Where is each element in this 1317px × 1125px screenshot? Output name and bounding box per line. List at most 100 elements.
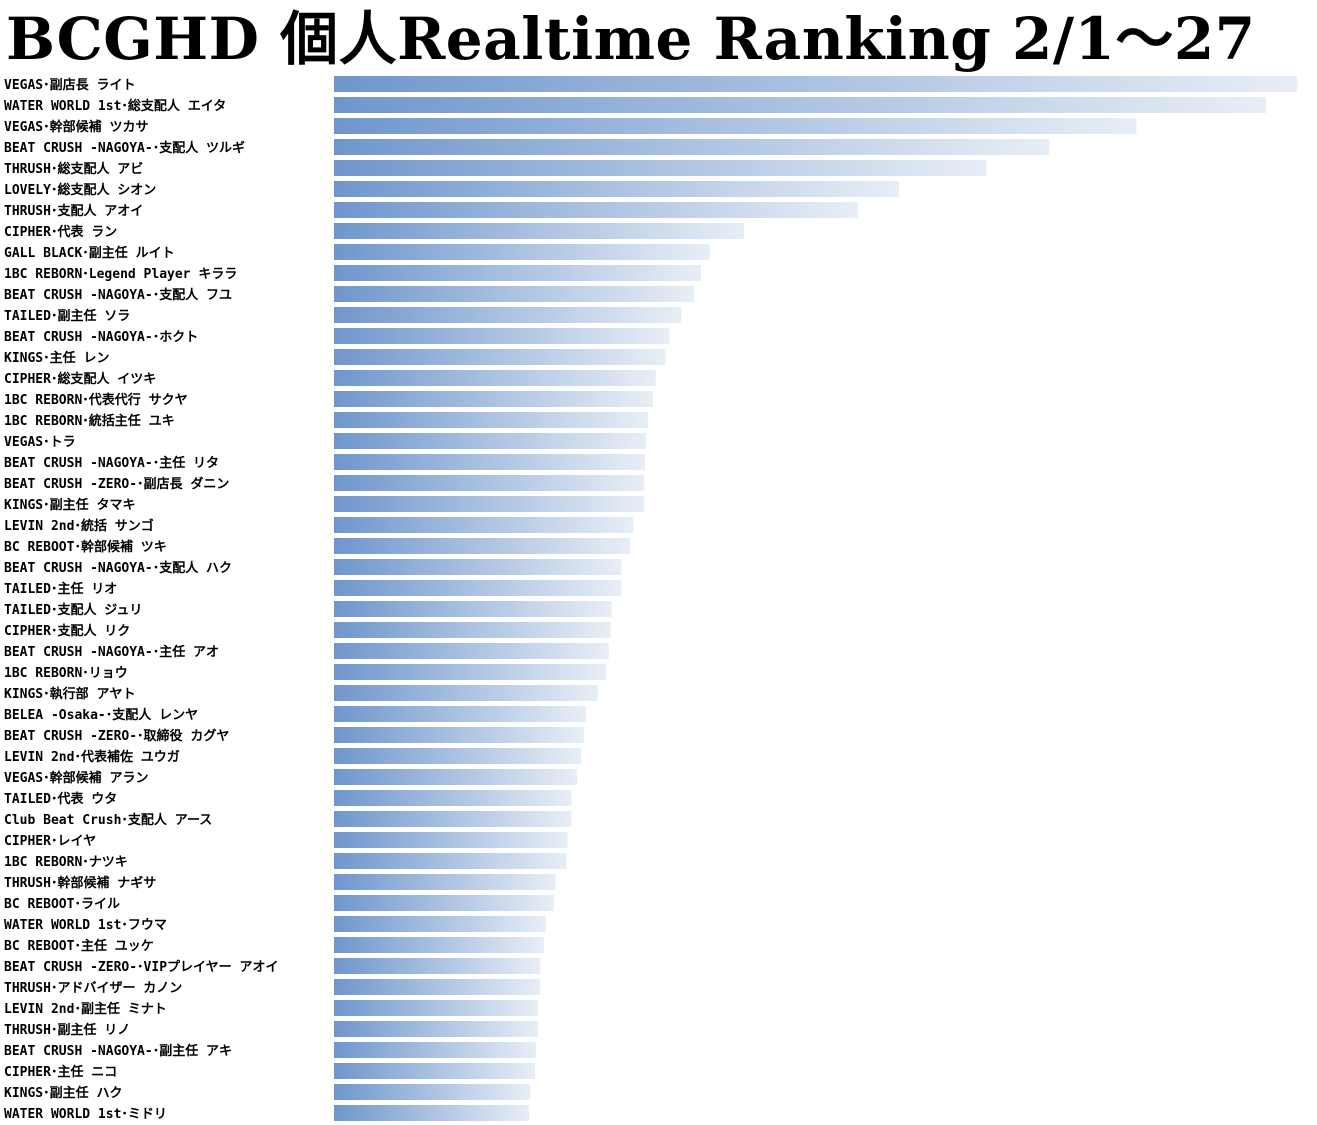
category-label: 1BC REBORN･代表代行 サクヤ: [4, 392, 188, 408]
bar: [334, 97, 1266, 113]
category-label: LEVIN 2nd･代表補佐 ユウガ: [4, 749, 180, 765]
bar: [334, 601, 612, 617]
bar: [334, 643, 609, 659]
category-label: KINGS･主任 レン: [4, 350, 109, 366]
category-label: 1BC REBORN･Legend Player キララ: [4, 267, 237, 282]
bar: [334, 958, 541, 974]
category-label: BEAT CRUSH -NAGOYA-･ホクト: [4, 330, 198, 345]
category-label: WATER WORLD 1st･総支配人 エイタ: [4, 98, 226, 114]
bar: [334, 118, 1137, 134]
bar: [334, 1105, 530, 1121]
bar: [334, 1042, 537, 1058]
category-label: BEAT CRUSH -ZERO-･VIPプレイヤー アオイ: [4, 960, 278, 975]
category-label: LEVIN 2nd･統括 サンゴ: [4, 518, 154, 534]
bar: [334, 454, 645, 470]
category-label: CIPHER･代表 ラン: [4, 224, 117, 240]
category-label: TAILED･支配人 ジュリ: [4, 602, 142, 618]
bar: [334, 496, 644, 512]
category-label: BC REBOOT･主任 ユッケ: [4, 938, 154, 954]
bar: [334, 811, 572, 827]
category-label: THRUSH･幹部候補 ナギサ: [4, 875, 156, 891]
category-label: WATER WORLD 1st･フウマ: [4, 918, 167, 933]
bar: [334, 328, 670, 344]
bar: [334, 412, 648, 428]
bar: [334, 349, 666, 365]
bar: [334, 1063, 536, 1079]
category-label: THRUSH･総支配人 アビ: [4, 161, 143, 177]
bar: [334, 580, 622, 596]
bar: [334, 727, 585, 743]
category-label: KINGS･副主任 タマキ: [4, 497, 135, 513]
category-label: CIPHER･総支配人 イツキ: [4, 371, 156, 387]
category-label: BEAT CRUSH -NAGOYA-･支配人 ハク: [4, 560, 232, 576]
bar: [334, 685, 598, 701]
bar: [334, 265, 701, 281]
category-label: 1BC REBORN･リョウ: [4, 666, 128, 681]
bar: [334, 244, 710, 260]
category-label: THRUSH･副主任 リノ: [4, 1022, 130, 1038]
bar: [334, 538, 631, 554]
category-label: VEGAS･幹部候補 アラン: [4, 770, 148, 786]
category-label: 1BC REBORN･統括主任 ユキ: [4, 413, 175, 429]
bar: [334, 853, 567, 869]
category-label: CIPHER･支配人 リク: [4, 623, 130, 639]
bar: [334, 769, 578, 785]
category-label: 1BC REBORN･ナツキ: [4, 855, 128, 870]
bar: [334, 391, 653, 407]
category-label: Club Beat Crush･支配人 アース: [4, 812, 212, 828]
category-label: BEAT CRUSH -ZERO-･取締役 カグヤ: [4, 728, 229, 744]
bar: [334, 916, 546, 932]
bar: [334, 1000, 539, 1016]
bar: [334, 370, 656, 386]
chart-title: BCGHD 個人Realtime Ranking 2/1～27: [6, 5, 1256, 73]
bar: [334, 1084, 531, 1100]
bar: [334, 937, 544, 953]
category-label: WATER WORLD 1st･ミドリ: [4, 1107, 167, 1122]
category-label: CIPHER･レイヤ: [4, 834, 96, 849]
category-label: VEGAS･副店長 ライト: [4, 77, 135, 93]
category-label: TAILED･主任 リオ: [4, 581, 117, 597]
bar: [334, 706, 587, 722]
category-label: BEAT CRUSH -NAGOYA-･支配人 フユ: [4, 287, 232, 303]
category-label: THRUSH･アドバイザー カノン: [4, 981, 182, 996]
category-label: BEAT CRUSH -NAGOYA-･支配人 ツルギ: [4, 140, 245, 156]
category-label: LEVIN 2nd･副主任 ミナト: [4, 1001, 167, 1017]
bar: [334, 832, 568, 848]
bar: [334, 874, 556, 890]
bar: [334, 517, 634, 533]
category-label: BEAT CRUSH -NAGOYA-･副主任 アキ: [4, 1043, 232, 1059]
category-label: LOVELY･総支配人 シオン: [4, 182, 156, 198]
bar: [334, 139, 1050, 155]
bar: [334, 286, 695, 302]
bar: [334, 160, 987, 176]
bar: [334, 664, 606, 680]
category-label: TAILED･代表 ウタ: [4, 791, 117, 807]
category-label: CIPHER･主任 ニコ: [4, 1064, 117, 1080]
category-label: TAILED･副主任 ソラ: [4, 308, 130, 324]
bar: [334, 475, 644, 491]
category-label: BEAT CRUSH -NAGOYA-･主任 アオ: [4, 644, 219, 660]
category-label: BELEA -Osaka-･支配人 レンヤ: [4, 707, 198, 723]
bar: [334, 433, 646, 449]
bar-chart: VEGAS･副店長 ライト WATER WORLD 1st･総支配人 エイタ VEG…: [4, 76, 1298, 1122]
bar: [334, 202, 858, 218]
bar: [334, 790, 572, 806]
category-label: KINGS･執行部 アヤト: [4, 686, 135, 702]
category-label: VEGAS･トラ: [4, 435, 76, 450]
bar: [334, 76, 1298, 92]
bar: [334, 1021, 539, 1037]
category-label: BEAT CRUSH -ZERO-･副店長 ダニン: [4, 476, 229, 492]
category-label: BC REBOOT･ライル: [4, 897, 120, 912]
category-label: BEAT CRUSH -NAGOYA-･主任 リタ: [4, 455, 219, 471]
bar: [334, 979, 541, 995]
category-label: VEGAS･幹部候補 ツカサ: [4, 119, 148, 135]
category-label: BC REBOOT･幹部候補 ツキ: [4, 539, 167, 555]
bar: [334, 181, 900, 197]
bar: [334, 223, 745, 239]
category-label: GALL BLACK･副主任 ルイト: [4, 245, 175, 261]
bar: [334, 559, 622, 575]
bar: [334, 895, 554, 911]
bar: [334, 622, 611, 638]
category-label: KINGS･副主任 ハク: [4, 1085, 122, 1101]
bar: [334, 748, 582, 764]
